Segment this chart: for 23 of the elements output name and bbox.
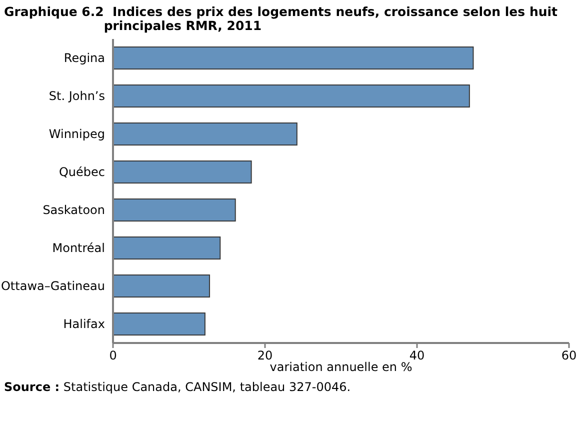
y-tick-label: Québec	[58, 164, 105, 179]
chart-title: Graphique 6.2 Indices des prix des logements neufs, croissance selon les huit principales RMR, 2011	[4, 4, 558, 33]
x-tick-label: 60	[561, 348, 577, 363]
bar	[112, 84, 470, 108]
y-tick-label: Saskatoon	[42, 202, 105, 217]
bar	[112, 274, 210, 298]
bar	[112, 122, 298, 146]
bar	[112, 236, 221, 260]
x-tick-label: 20	[257, 348, 273, 363]
y-tick-label: Ottawa–Gatineau	[0, 278, 105, 293]
x-tick-label: 0	[109, 348, 117, 363]
y-tick-label: Winnipeg	[48, 126, 105, 141]
bar	[112, 198, 236, 222]
y-tick-label: Regina	[64, 50, 105, 65]
bar	[112, 160, 252, 184]
bar	[112, 46, 474, 70]
x-axis-title: variation annuelle en %	[270, 360, 412, 374]
source-note: Source : Statistique Canada, CANSIM, tableau 327-0046.	[4, 380, 351, 394]
bar	[112, 312, 206, 336]
y-tick-label: Montréal	[52, 240, 105, 255]
y-tick-label: Halifax	[63, 316, 105, 331]
y-tick-label: St. John’s	[48, 88, 105, 103]
x-tick-label: 40	[409, 348, 425, 363]
